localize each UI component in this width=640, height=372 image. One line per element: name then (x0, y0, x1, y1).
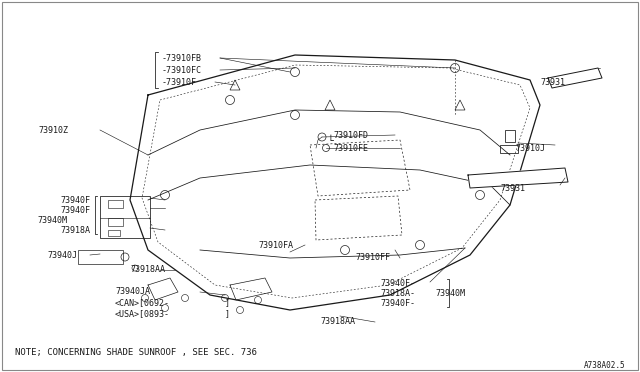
Text: 73940F: 73940F (60, 205, 90, 215)
Polygon shape (548, 68, 602, 88)
Text: 73940J: 73940J (47, 250, 77, 260)
Text: 73918A: 73918A (60, 225, 90, 234)
Text: ]: ] (215, 298, 230, 308)
Polygon shape (468, 168, 568, 188)
Text: 73910FF: 73910FF (355, 253, 390, 263)
Text: 73910FA: 73910FA (258, 241, 293, 250)
Text: -73910F: -73910F (162, 77, 197, 87)
Bar (500, 145, 518, 153)
Text: └: └ (328, 136, 334, 146)
Text: 73931: 73931 (540, 77, 565, 87)
Bar (108, 218, 123, 226)
Text: 73940M: 73940M (435, 289, 465, 298)
Text: NOTE; CONCERNING SHADE SUNROOF , SEE SEC. 736: NOTE; CONCERNING SHADE SUNROOF , SEE SEC… (15, 347, 257, 356)
Text: A738A02.5: A738A02.5 (584, 360, 625, 369)
Text: -73910FB: -73910FB (162, 54, 202, 62)
Bar (78, 250, 123, 264)
Text: 73910J: 73910J (515, 144, 545, 153)
Text: <USA>[0893-: <USA>[0893- (115, 310, 170, 318)
Text: 73940F: 73940F (60, 196, 90, 205)
Text: 73940JA: 73940JA (115, 288, 150, 296)
Bar (108, 200, 123, 208)
Text: 73940F-: 73940F- (380, 298, 415, 308)
Text: 73910Z: 73910Z (38, 125, 68, 135)
Text: ]: ] (215, 310, 230, 318)
Bar (505, 130, 515, 142)
Text: 73918AA: 73918AA (130, 266, 165, 275)
Bar (108, 230, 120, 236)
Text: 73910FD: 73910FD (333, 131, 368, 140)
Text: 73940F-: 73940F- (380, 279, 415, 288)
Bar (100, 196, 150, 238)
Text: -73910FC: -73910FC (162, 65, 202, 74)
Text: 73918A-: 73918A- (380, 289, 415, 298)
Text: <CAN>[0692-: <CAN>[0692- (115, 298, 170, 308)
Text: 73910FE: 73910FE (333, 144, 368, 153)
Text: 73931: 73931 (500, 183, 525, 192)
Text: 73940M: 73940M (37, 215, 67, 224)
Text: 73918AA: 73918AA (320, 317, 355, 327)
